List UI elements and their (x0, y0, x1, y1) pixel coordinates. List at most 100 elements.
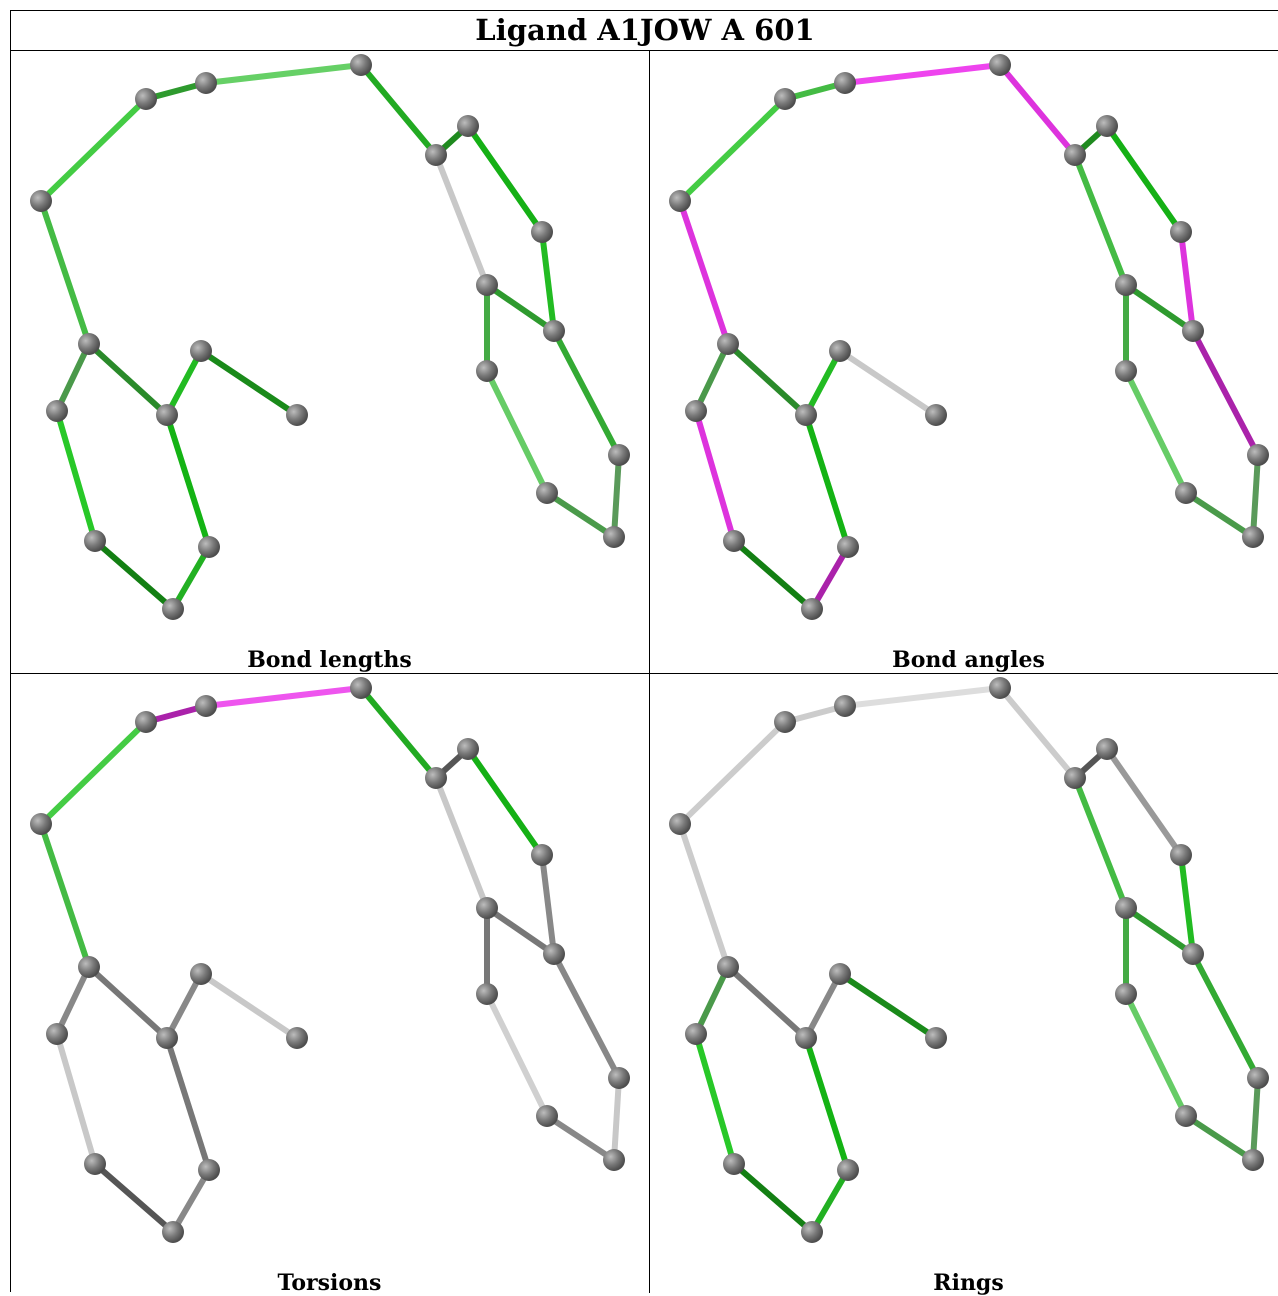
atom (795, 1027, 817, 1049)
atom (608, 444, 630, 466)
atom (30, 190, 52, 212)
bond (1250, 1075, 1261, 1163)
bond (1190, 328, 1261, 458)
atom (198, 536, 220, 558)
atom (603, 526, 625, 548)
bond (837, 348, 939, 418)
atom (531, 844, 553, 866)
bond (551, 951, 622, 1081)
bond (677, 719, 788, 827)
atom (156, 404, 178, 426)
bond (164, 1035, 212, 1173)
atom (78, 333, 100, 355)
atom (834, 72, 856, 94)
atom (801, 598, 823, 620)
atom (774, 88, 796, 110)
bond (92, 538, 176, 612)
atom (717, 956, 739, 978)
atom (723, 1153, 745, 1175)
panel-torsions: Torsions (11, 674, 648, 1296)
bond (203, 685, 364, 709)
atom (834, 695, 856, 717)
bond (693, 964, 731, 1037)
atom (1115, 360, 1137, 382)
panel-divider-vertical (649, 51, 650, 1293)
atom (669, 190, 691, 212)
bond (1104, 746, 1184, 858)
bond (484, 368, 550, 496)
atom (156, 1027, 178, 1049)
atom (925, 1027, 947, 1049)
atom (774, 711, 796, 733)
atom (476, 274, 498, 296)
bond (484, 282, 557, 334)
bond (842, 62, 1003, 86)
panel-bond-lengths: Bond lengths (11, 51, 648, 673)
bond (611, 452, 622, 540)
bond (1072, 775, 1129, 911)
atom (1115, 897, 1137, 919)
bond (1178, 852, 1196, 957)
atom (536, 1105, 558, 1127)
panel-caption: Bond angles (892, 647, 1045, 673)
atom (829, 340, 851, 362)
atom (425, 144, 447, 166)
atom (543, 320, 565, 342)
bond (358, 685, 439, 781)
atom (1064, 767, 1086, 789)
bond (358, 62, 439, 158)
atom (829, 963, 851, 985)
bond (54, 408, 98, 544)
bond (170, 1167, 212, 1235)
bond (677, 821, 731, 970)
atom (1115, 274, 1137, 296)
bond (1123, 905, 1196, 957)
atom (198, 1159, 220, 1181)
bond (484, 991, 550, 1119)
bond (693, 341, 731, 414)
bond (54, 964, 92, 1037)
atom (1182, 320, 1204, 342)
bond (803, 412, 851, 550)
bond (837, 971, 939, 1041)
atom (1170, 844, 1192, 866)
bond (693, 408, 737, 544)
atom (162, 1221, 184, 1243)
bond (203, 62, 364, 86)
panel-caption: Rings (933, 1270, 1004, 1296)
atom (286, 1027, 308, 1049)
bond (725, 341, 809, 418)
atom (1064, 144, 1086, 166)
atom (717, 333, 739, 355)
bond (54, 341, 92, 414)
atom (476, 360, 498, 382)
atom (350, 677, 372, 699)
bond (164, 348, 204, 418)
bond (433, 152, 490, 288)
atom (1170, 221, 1192, 243)
bond (198, 348, 300, 418)
bond (809, 544, 851, 612)
figure-title: Ligand A1JOW A 601 (11, 11, 1278, 51)
bond (731, 1161, 815, 1235)
bond (38, 198, 92, 347)
panel-divider-horizontal (11, 673, 1278, 674)
atom (195, 695, 217, 717)
bond (677, 198, 731, 347)
atom (1247, 1067, 1269, 1089)
bond (842, 685, 1003, 709)
molecule-diagram (669, 54, 1269, 620)
atom (608, 1067, 630, 1089)
atom (476, 897, 498, 919)
atom (1242, 526, 1264, 548)
bond (38, 719, 149, 827)
bond (1123, 991, 1189, 1119)
atom (457, 115, 479, 137)
figure-frame: Ligand A1JOW A 601 Bond lengths Bond ang… (10, 10, 1278, 1296)
atom (135, 711, 157, 733)
bond (731, 538, 815, 612)
bond (1123, 282, 1196, 334)
atom (350, 54, 372, 76)
atom (837, 536, 859, 558)
bond (997, 685, 1078, 781)
